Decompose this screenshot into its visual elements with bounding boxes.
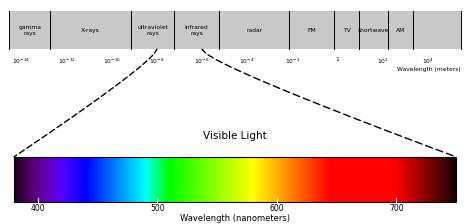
Text: TV: TV [343,28,351,33]
Text: 10$^{-2}$: 10$^{-2}$ [285,57,300,67]
Text: ultraviolet
rays: ultraviolet rays [137,25,168,36]
Text: 10$^{-10}$: 10$^{-10}$ [103,57,121,67]
Text: 10$^{-12}$: 10$^{-12}$ [58,57,76,67]
Text: 10$^{-6}$: 10$^{-6}$ [194,57,210,67]
Text: 10$^{2}$: 10$^{2}$ [376,57,389,67]
Text: 10$^{4}$: 10$^{4}$ [422,57,434,67]
Text: 600: 600 [269,204,284,213]
Text: Wavelength (meters): Wavelength (meters) [397,67,461,72]
Bar [9,11,461,49]
Text: 10$^{-14}$: 10$^{-14}$ [13,57,31,67]
Text: Visible Light: Visible Light [203,131,267,141]
Text: shortwave: shortwave [358,28,389,33]
Text: 10$^{-8}$: 10$^{-8}$ [149,57,164,67]
Text: Wavelength (nanometers): Wavelength (nanometers) [180,214,290,223]
Text: 700: 700 [389,204,404,213]
Text: AM: AM [396,28,406,33]
Text: X-rays: X-rays [81,28,100,33]
Text: gamma
rays: gamma rays [18,25,41,36]
Text: 1: 1 [336,57,339,62]
Text: infrared
rays: infrared rays [185,25,209,36]
Text: 500: 500 [150,204,164,213]
Text: radar: radar [246,28,262,33]
Bar [14,157,456,202]
Text: 400: 400 [31,204,45,213]
Text: 10$^{-4}$: 10$^{-4}$ [239,57,255,67]
Text: FM: FM [307,28,316,33]
